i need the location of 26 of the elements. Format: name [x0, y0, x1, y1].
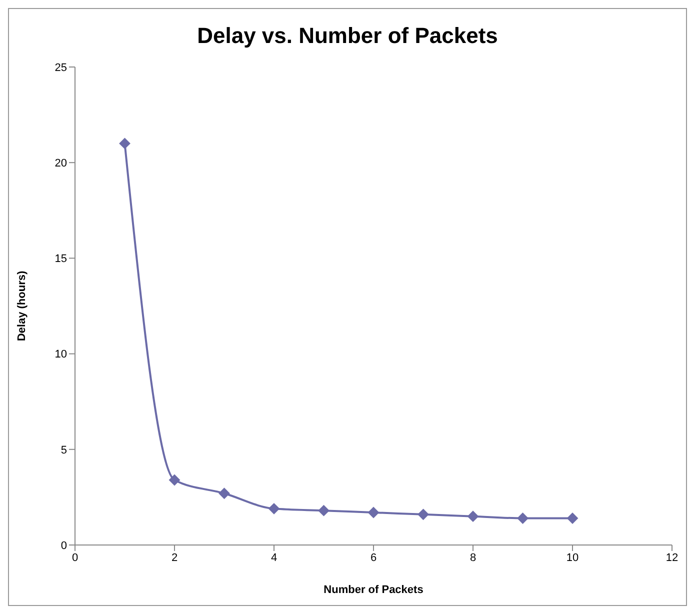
point: [517, 512, 528, 524]
y-tick-label: 15: [54, 253, 67, 266]
x-tick-label: 2: [171, 552, 178, 564]
x-tick-label: 8: [470, 552, 476, 564]
x-tick-label: 0: [72, 552, 78, 564]
y-tick-label: 10: [54, 348, 67, 361]
x-tick-label: 4: [270, 552, 278, 564]
point: [318, 505, 330, 516]
x-tick-label: 6: [370, 552, 377, 564]
point: [218, 488, 230, 499]
point: [268, 503, 280, 514]
x-tick-label: 10: [566, 552, 579, 564]
y-tick-label: 25: [54, 62, 67, 74]
y-tick-label: 20: [54, 158, 67, 170]
point: [468, 510, 478, 522]
x-axis-title: Number of Packets: [324, 584, 424, 596]
point: [169, 474, 180, 486]
point: [418, 508, 429, 520]
y-tick-label: 0: [60, 540, 67, 552]
y-axis-title: Delay (hours): [16, 270, 28, 342]
x-tick-label: 12: [666, 552, 678, 564]
chart-title: Delay vs. Number of Packets: [196, 23, 499, 49]
point: [119, 138, 130, 149]
point: [567, 512, 578, 524]
y-tick-label: 5: [60, 444, 67, 456]
point: [368, 506, 379, 518]
